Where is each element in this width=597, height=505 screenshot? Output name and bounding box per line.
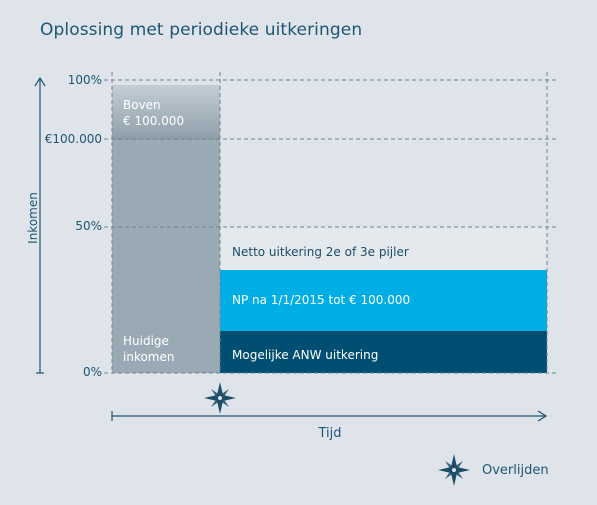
compass-star-icon	[204, 382, 236, 414]
netto-block	[220, 227, 547, 270]
np-label: NP na 1/1/2015 tot € 100.000	[232, 293, 411, 307]
tick-label-50: 50%	[75, 219, 102, 233]
legend-compass-star-icon	[438, 454, 470, 486]
page-title: Oplossing met periodieke uitkeringen	[40, 20, 363, 40]
tick-label-100k: €100.000	[44, 132, 102, 146]
y-axis-arrowhead	[34, 76, 46, 87]
above-100k-label: Boven € 100.000	[123, 98, 185, 128]
above-100k-block	[112, 85, 220, 140]
tick-label-100: 100%	[67, 73, 102, 87]
netto-label: Netto uitkering 2e of 3e pijler	[232, 245, 409, 259]
np-block	[220, 270, 547, 331]
y-axis-label: Inkomen	[26, 192, 40, 244]
legend-event-label: Overlijden	[482, 463, 549, 478]
x-axis-label: Tijd	[318, 426, 342, 441]
tick-label-0: 0%	[82, 365, 102, 379]
current-income-block	[112, 139, 220, 373]
anw-block	[220, 331, 547, 373]
anw-label: Mogelijke ANW uitkering	[232, 348, 379, 362]
current-income-label: Huidige inkomen	[123, 334, 175, 364]
x-axis-arrowhead	[537, 410, 548, 422]
